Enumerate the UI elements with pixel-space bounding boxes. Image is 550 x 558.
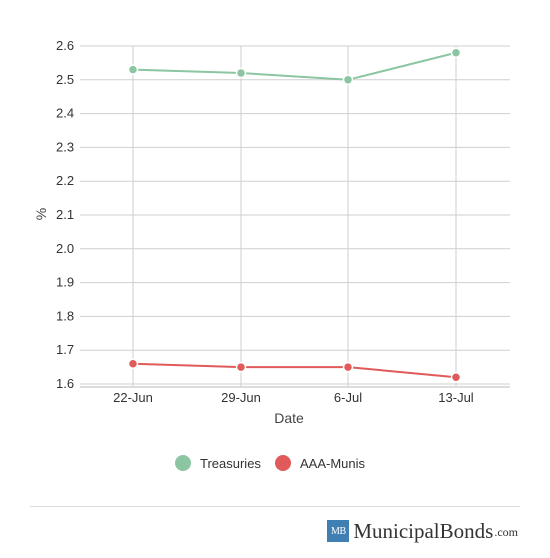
legend-item[interactable]: AAA-Munis	[275, 455, 366, 471]
y-tick-label: 2.4	[56, 106, 74, 121]
data-point[interactable]	[342, 361, 354, 373]
y-tick-label: 2.6	[56, 38, 74, 53]
series-line-aaa-munis	[132, 362, 457, 379]
data-point[interactable]	[127, 358, 139, 369]
y-tick-label: 2.3	[56, 139, 74, 154]
legend: Treasuries AAA-Munis	[175, 455, 366, 471]
data-point[interactable]	[235, 361, 247, 373]
y-axis-ticks: 1.6 1.7 1.8 1.9 2.0 2.1 2.2 2.3 2.4 2.5 2.6	[56, 38, 74, 391]
data-point[interactable]	[450, 47, 462, 59]
y-tick-label: 1.8	[56, 308, 74, 323]
data-point[interactable]	[450, 371, 462, 383]
gridlines	[80, 45, 510, 388]
x-tick-label: 13-Jul	[438, 390, 474, 405]
x-tick-label: 6-Jul	[334, 390, 362, 405]
x-axis-ticks: 22-Jun 29-Jun 6-Jul 13-Jul	[113, 390, 474, 405]
y-tick-label: 2.0	[56, 241, 74, 256]
y-tick-label: 1.7	[56, 342, 74, 357]
y-tick-label: 2.5	[56, 72, 74, 87]
brand-mark-icon: MB	[327, 520, 350, 542]
data-point[interactable]	[235, 67, 247, 79]
legend-label: AAA-Munis	[300, 456, 366, 471]
y-tick-label: 1.9	[56, 275, 74, 290]
y-tick-label: 2.2	[56, 173, 74, 188]
x-axis-label: Date	[274, 410, 304, 426]
footer-divider	[30, 506, 520, 507]
brand-tld: .com	[494, 525, 518, 539]
series-lines	[127, 47, 462, 383]
legend-item[interactable]: Treasuries	[175, 455, 261, 471]
y-tick-label: 2.1	[56, 207, 74, 222]
x-tick-label: 29-Jun	[221, 390, 261, 405]
y-axis-label: %	[33, 208, 49, 220]
brand-name: MunicipalBonds	[353, 518, 494, 543]
data-point[interactable]	[342, 74, 354, 86]
legend-label: Treasuries	[200, 456, 261, 471]
series-line-treasuries	[132, 51, 457, 81]
brand-logo-link[interactable]: MB MunicipalBonds .com	[327, 519, 518, 543]
legend-swatch	[175, 455, 191, 471]
line-chart: 1.6 1.7 1.8 1.9 2.0 2.1 2.2 2.3 2.4 2.5 2.6 22-Jun…	[33, 38, 510, 471]
data-point[interactable]	[127, 64, 139, 75]
y-tick-label: 1.6	[56, 376, 74, 391]
legend-swatch	[275, 455, 291, 471]
x-tick-label: 22-Jun	[113, 390, 153, 405]
